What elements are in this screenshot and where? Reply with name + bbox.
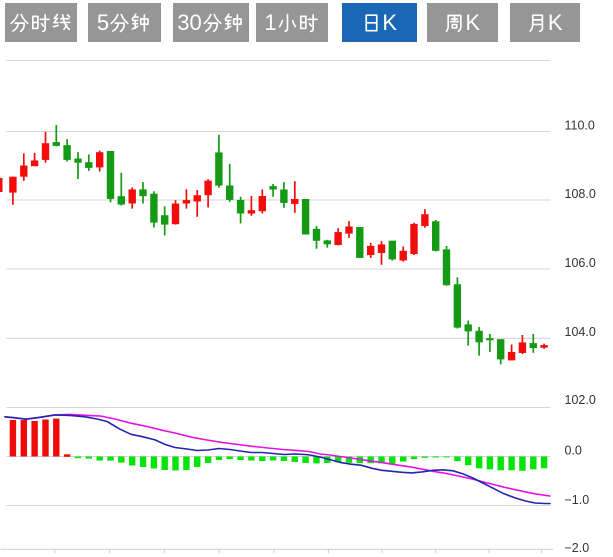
svg-text:102.0: 102.0 (565, 393, 596, 407)
svg-text:−1.0: −1.0 (565, 493, 590, 507)
svg-text:0.0: 0.0 (565, 443, 582, 457)
svg-text:106.0: 106.0 (565, 256, 596, 270)
svg-text:110.0: 110.0 (565, 118, 595, 132)
svg-text:−2.0: −2.0 (565, 541, 590, 555)
svg-text:104.0: 104.0 (565, 325, 596, 339)
svg-text:108.0: 108.0 (565, 187, 596, 201)
